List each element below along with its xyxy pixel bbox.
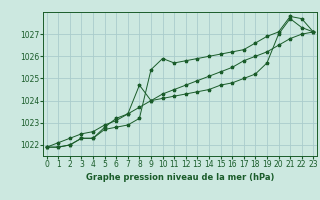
X-axis label: Graphe pression niveau de la mer (hPa): Graphe pression niveau de la mer (hPa) [86,173,274,182]
